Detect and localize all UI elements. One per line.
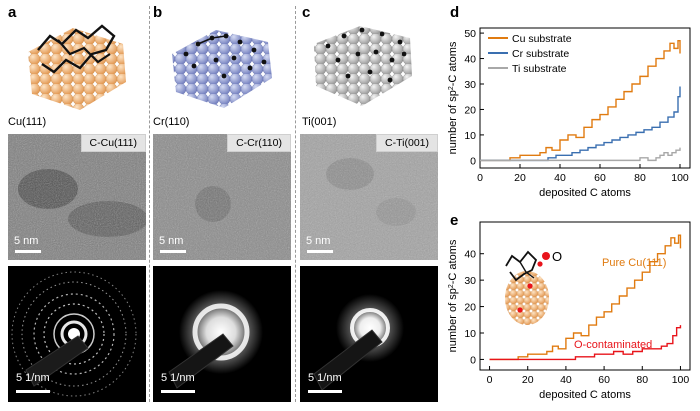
d-ytick-label-2: 20 (464, 104, 476, 116)
panel-letter-e: e (450, 212, 459, 229)
separator-bc (295, 6, 296, 402)
d-xlabel: deposited C atoms (539, 187, 631, 199)
e-ytick-label-2: 20 (464, 302, 476, 314)
d-plot-frame (479, 27, 691, 169)
d-legend-label-0: Cu substrate (512, 33, 572, 45)
e-ytick-label-1: 10 (464, 328, 476, 340)
d-xtick-label-1: 20 (514, 172, 526, 184)
saed-scale-bar-cu (16, 390, 50, 393)
tem-image-cu: C-Cu(111) 5 nm (8, 134, 146, 260)
d-ytick-label-1: 10 (464, 130, 476, 142)
chart-d: number of sp2-C atoms 0 20 40 60 80 100 0 10 20 3… (440, 4, 698, 217)
tem-scale-bar-cr (160, 250, 186, 253)
separator-ab (149, 6, 150, 402)
panel-letter-d: d (450, 4, 460, 21)
tem-scale-text-ti: 5 nm (306, 235, 331, 247)
inset-oxygen-label: O (552, 249, 562, 264)
d-ytick-label-0: 0 (470, 155, 476, 167)
e-series-0-line (489, 234, 682, 361)
d-ytick-label-4: 40 (464, 54, 476, 66)
atom-model-cr (164, 14, 279, 114)
e-series-1-line (489, 325, 682, 361)
saed-scale-text-cu: 5 1/nm (16, 372, 50, 384)
d-series-0-line (480, 40, 681, 162)
tem-label-cu: C-Cu(111) (80, 134, 146, 152)
tem-scale-bar-cu (15, 250, 41, 253)
d-xtick-label-0: 0 (477, 172, 483, 184)
e-xtick-label-2: 40 (560, 374, 572, 386)
saed-scale-text-cr: 5 1/nm (161, 372, 195, 384)
d-xtick-label-4: 80 (634, 172, 646, 184)
e-series-label-0: Pure Cu(111) (602, 257, 666, 269)
inset-oxygen-atom (542, 252, 550, 260)
e-xlabel: deposited C atoms (539, 389, 631, 401)
e-series-label-1: O-contaminated (574, 339, 652, 351)
saed-scale-text-ti: 5 1/nm (308, 372, 342, 384)
surface-label-ti: Ti(001) (302, 116, 337, 128)
chart-d-svg: number of sp2-C atoms 0 20 40 60 80 100 0 10 20 3… (447, 27, 691, 199)
atom-model-cu (18, 14, 133, 114)
e-xtick-label-1: 20 (522, 374, 534, 386)
saed-pattern-cr: 5 1/nm (153, 266, 291, 402)
e-plot-frame (479, 221, 691, 371)
panel-letter-c: c (302, 4, 311, 21)
d-legend-label-2: Ti substrate (512, 63, 567, 75)
d-xtick-label-5: 100 (671, 172, 689, 184)
chart-e-ylabel: number of sp2-C atoms (447, 239, 459, 352)
inset-cluster-model (505, 250, 549, 325)
saed-scale-bar-cr (161, 390, 195, 393)
tem-image-cr: C-Cr(110) 5 nm (153, 134, 291, 260)
panel-letter-a: a (8, 4, 17, 21)
saed-scale-bar-ti (308, 390, 342, 393)
d-ytick-label-3: 30 (464, 79, 476, 91)
d-ytick-label-5: 50 (464, 28, 476, 40)
d-xtick-label-3: 60 (594, 172, 606, 184)
chart-e-svg: number of sp2-C atoms O 0 20 40 60 80 100 0 10 2… (447, 221, 691, 401)
e-ytick-label-0: 0 (470, 354, 476, 366)
chart-d-ylabel: number of sp2-C atoms (447, 41, 459, 154)
tem-scale-text-cr: 5 nm (159, 235, 184, 247)
surface-label-cr: Cr(110) (153, 116, 190, 128)
saed-pattern-ti: 5 1/nm (300, 266, 438, 402)
e-xtick-label-4: 80 (636, 374, 648, 386)
e-xtick-label-3: 60 (598, 374, 610, 386)
panel-letter-b: b (153, 4, 163, 21)
e-ytick-label-4: 40 (464, 249, 476, 261)
atom-model-ti (304, 14, 419, 114)
surface-label-cu: Cu(111) (8, 116, 47, 128)
saed-pattern-cu: 5 1/nm (8, 266, 146, 402)
e-xtick-label-0: 0 (487, 374, 493, 386)
tem-scale-text-cu: 5 nm (14, 235, 39, 247)
d-series-1-line (480, 86, 681, 162)
d-xtick-label-2: 40 (554, 172, 566, 184)
tem-label-cr: C-Cr(110) (227, 134, 291, 152)
tem-scale-bar-ti (307, 250, 333, 253)
e-ytick-label-3: 30 (464, 275, 476, 287)
chart-e: number of sp2-C atoms O 0 20 40 60 80 100 0 10 2… (440, 206, 698, 411)
tem-image-ti: C-Ti(001) 5 nm (300, 134, 438, 260)
d-legend-label-1: Cr substrate (512, 48, 569, 60)
d-series-2-line (480, 147, 681, 162)
e-xtick-label-5: 100 (672, 374, 690, 386)
tem-label-ti: C-Ti(001) (376, 134, 438, 152)
